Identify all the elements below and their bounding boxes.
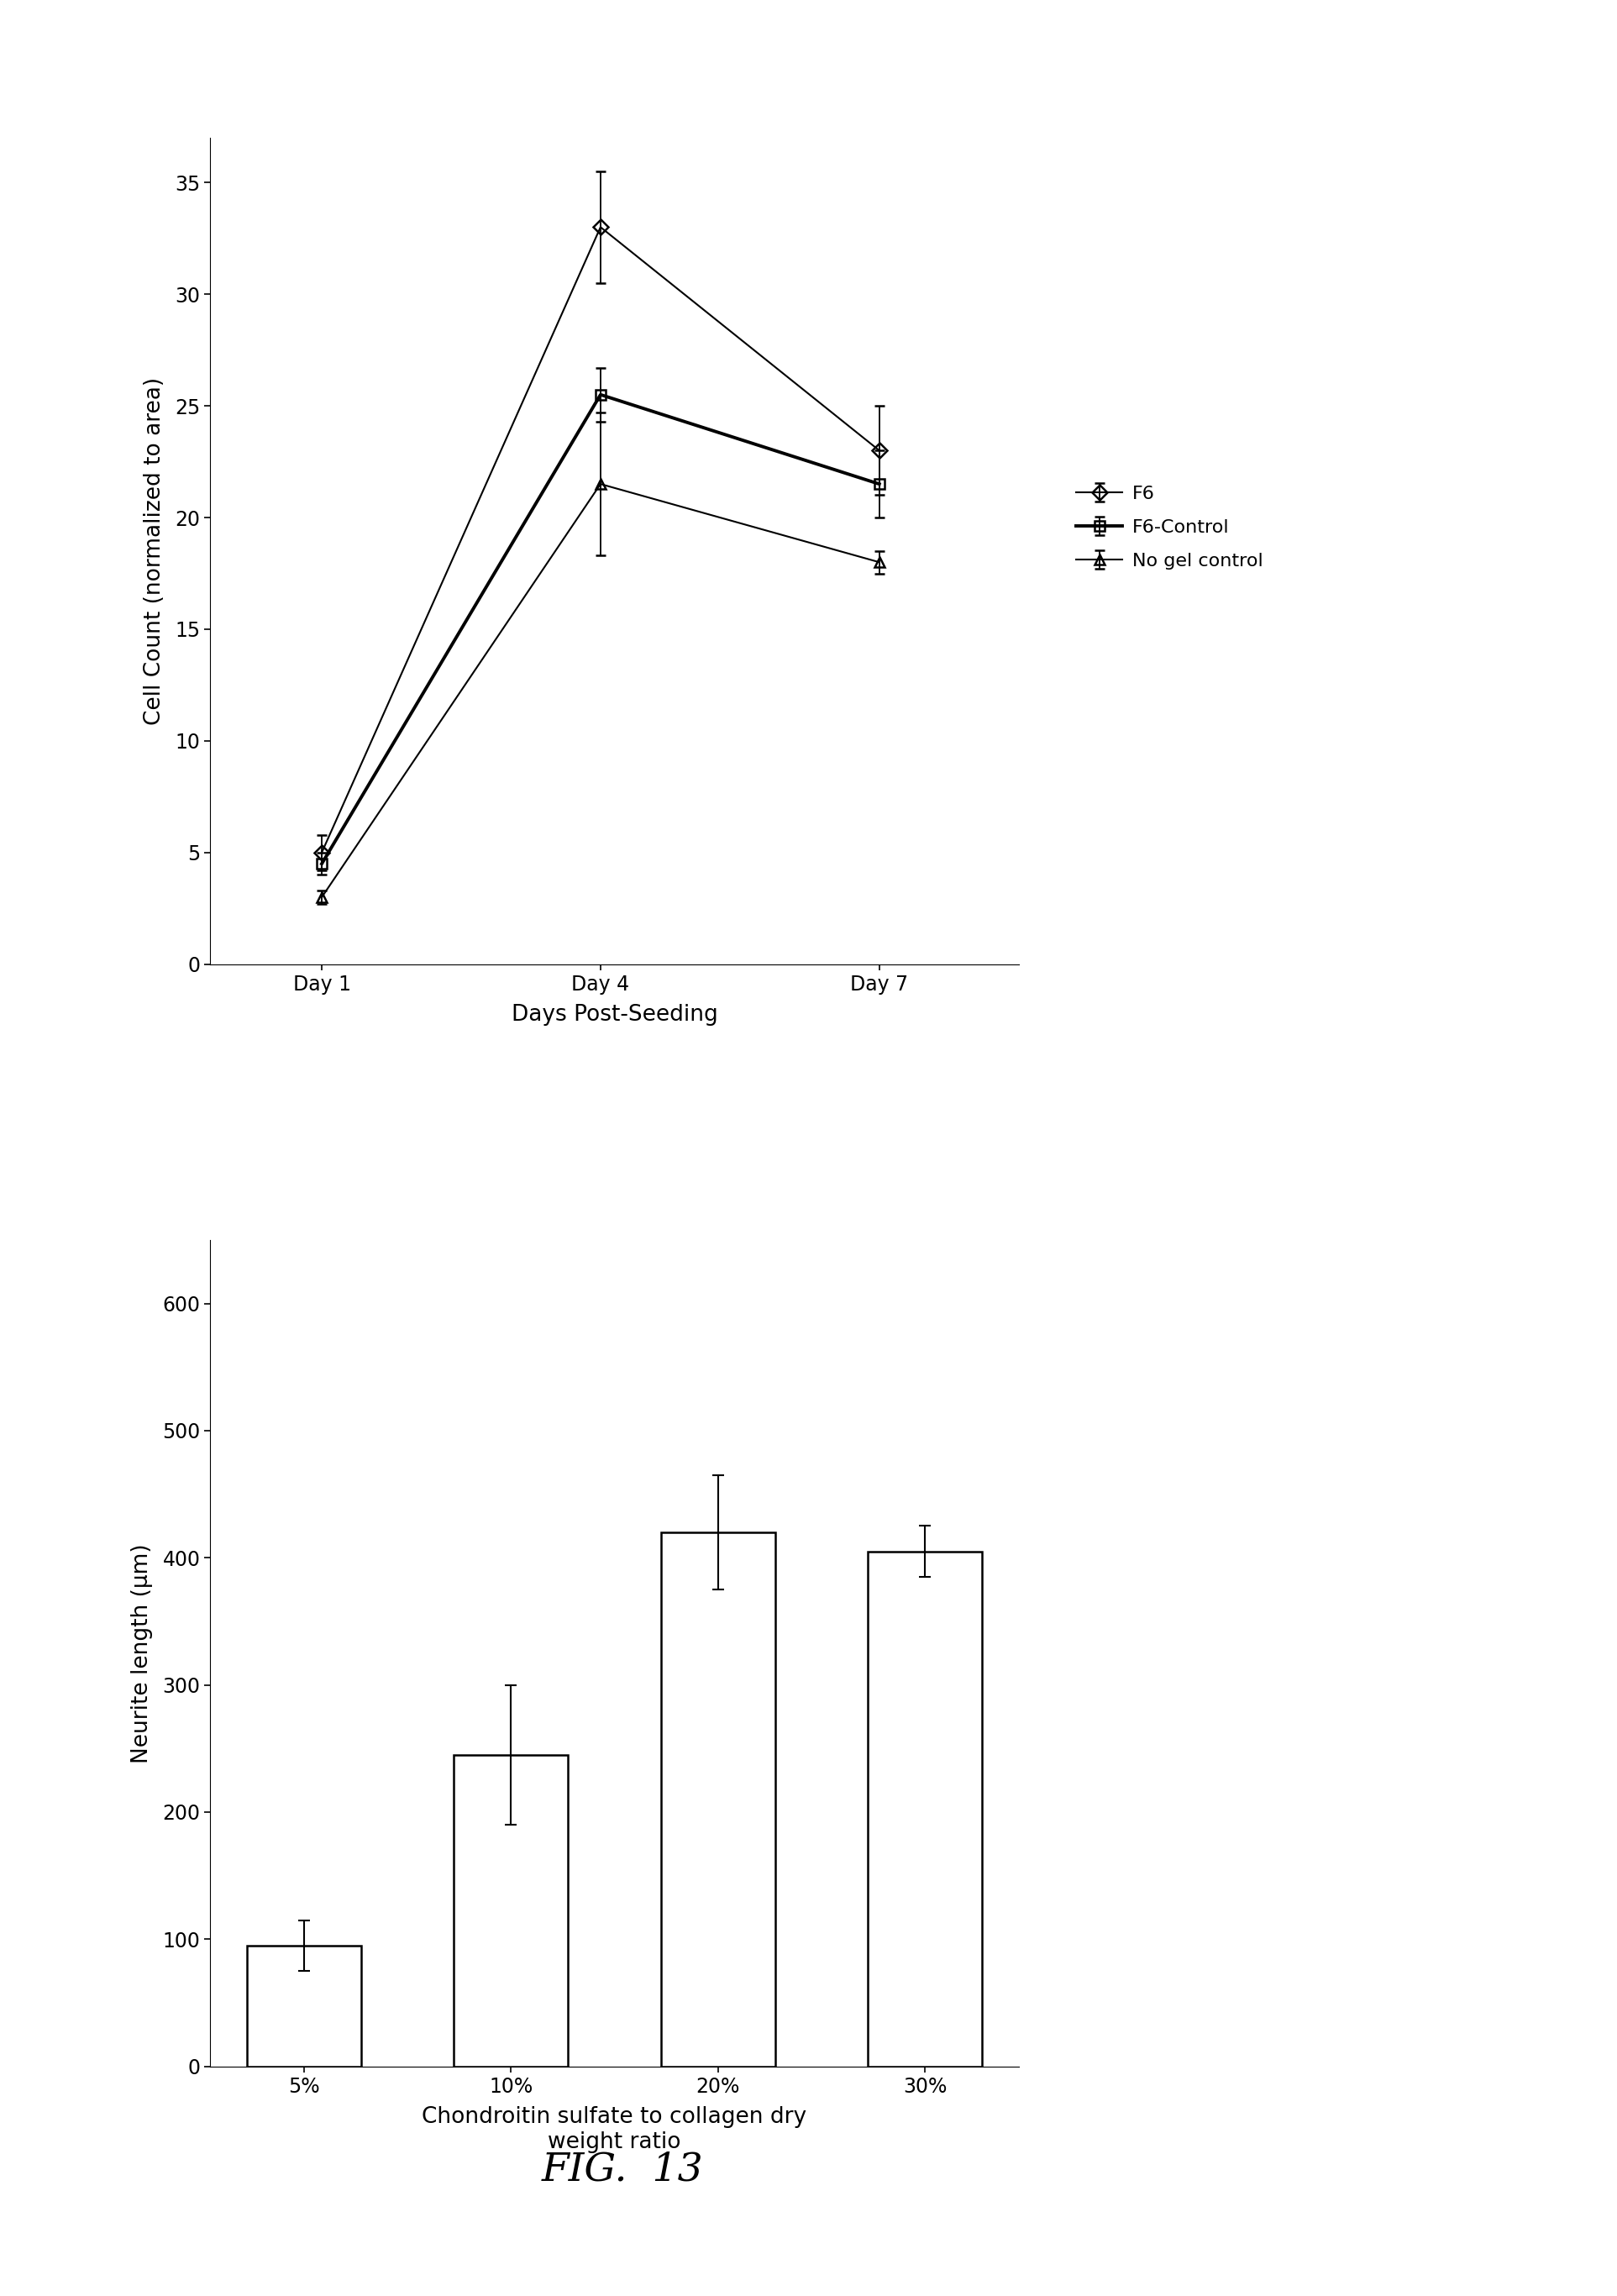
X-axis label: Days Post-Seeding: Days Post-Seeding (511, 1003, 718, 1026)
Bar (868, 1552, 982, 2066)
Y-axis label: Cell Count (normalized to area): Cell Count (normalized to area) (144, 377, 165, 726)
Bar (454, 1754, 568, 2066)
Bar (661, 1531, 775, 2066)
Text: FIG.  13: FIG. 13 (542, 2151, 703, 2188)
Bar (247, 1945, 361, 2066)
Y-axis label: Neurite length (μm): Neurite length (μm) (131, 1543, 154, 1763)
X-axis label: Chondroitin sulfate to collagen dry
weight ratio: Chondroitin sulfate to collagen dry weig… (422, 2105, 807, 2154)
Legend: F6, F6-Control, No gel control: F6, F6-Control, No gel control (1069, 478, 1271, 576)
